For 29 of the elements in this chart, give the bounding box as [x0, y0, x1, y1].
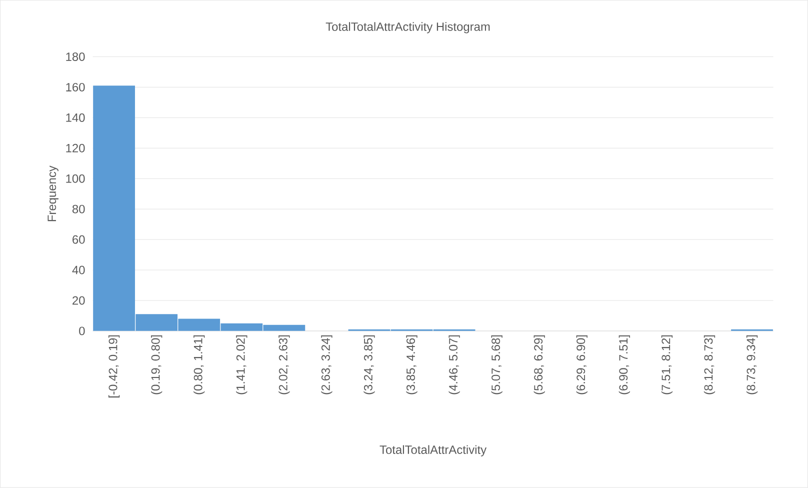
y-axis-title: Frequency	[48, 166, 58, 222]
y-tick-label: 60	[72, 235, 85, 244]
x-tick-label: (6.90, 7.51]	[618, 335, 630, 394]
x-tick-label: (8.73, 9.34]	[746, 335, 758, 394]
x-tick-label: (3.85, 4.46]	[406, 335, 418, 394]
x-tick-label: (4.46, 5.07]	[448, 335, 460, 394]
y-tick-label: 100	[66, 174, 85, 183]
x-tick-label: (5.07, 5.68]	[491, 335, 502, 394]
y-tick-label: 40	[72, 266, 85, 274]
y-tick-label: 120	[66, 144, 85, 152]
y-tick-label: 180	[66, 52, 85, 62]
x-tick-label: (0.80, 1.41]	[194, 335, 205, 394]
x-tick-label: (7.51, 8.12]	[661, 335, 673, 394]
x-tick-label: (2.02, 2.63]	[278, 335, 290, 394]
y-tick-label: 80	[72, 204, 85, 214]
chart-title: TotalTotalAttrActivity Histogram	[326, 22, 490, 34]
y-tick-label: 0	[79, 326, 85, 336]
x-tick-label: (6.29, 6.90]	[576, 335, 588, 394]
x-axis-title: TotalTotalAttrActivity	[380, 445, 487, 456]
y-tick-label: 20	[72, 296, 85, 305]
x-tick-label: (0.19, 0.80]	[151, 335, 162, 394]
x-tick-label: (1.41, 2.02]	[236, 335, 248, 394]
y-tick-label: 140	[66, 114, 85, 122]
x-tick-label: (3.24, 3.85]	[364, 335, 375, 394]
x-tick-label: (5.68, 6.29]	[534, 335, 545, 394]
x-tick-label: (2.63, 3.24]	[321, 335, 332, 394]
x-tick-label: [-0.42, 0.19]	[108, 335, 120, 398]
x-tick-label: (8.12, 8.73]	[704, 335, 716, 394]
y-tick-label: 160	[66, 83, 85, 92]
